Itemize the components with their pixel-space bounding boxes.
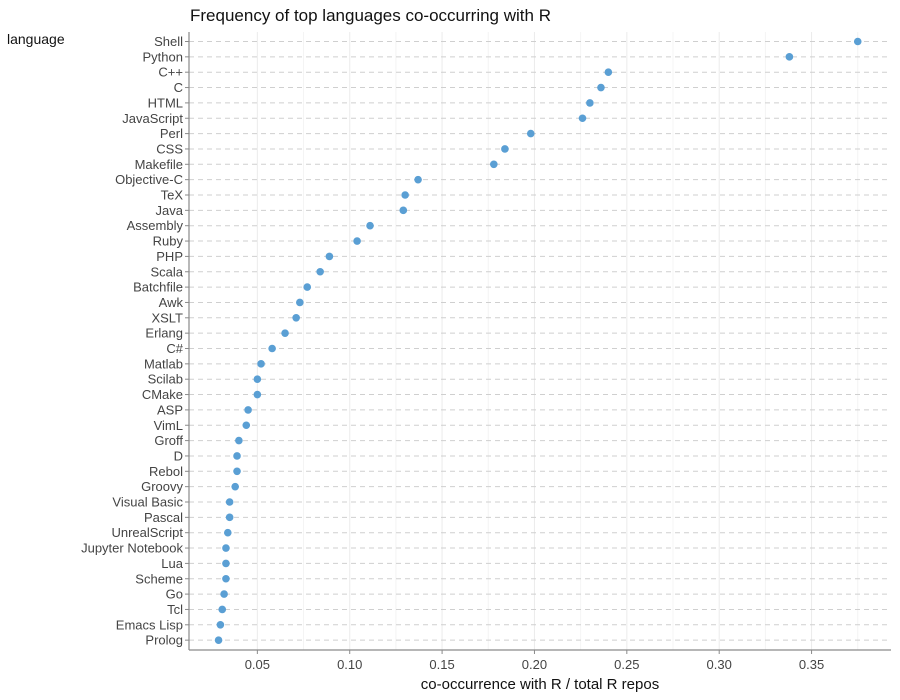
y-tick-label: D xyxy=(174,448,183,463)
data-point xyxy=(296,298,304,307)
y-tick-label: Perl xyxy=(160,126,183,141)
y-tick-label: Shell xyxy=(154,34,183,49)
y-tick-label: UnrealScript xyxy=(111,525,183,540)
x-tick-label: 0.25 xyxy=(614,657,639,672)
data-point xyxy=(853,37,862,46)
y-tick-label: Pascal xyxy=(144,510,183,525)
y-tick-label: Java xyxy=(156,203,184,218)
y-tick-label: Python xyxy=(143,49,183,64)
data-point xyxy=(490,160,498,169)
y-tick-label: Jupyter Notebook xyxy=(81,541,183,556)
y-tick-label: XSLT xyxy=(151,310,183,325)
grid-lines xyxy=(189,32,891,650)
x-tick-label: 0.30 xyxy=(707,657,732,672)
y-tick-label: Groff xyxy=(154,433,183,448)
data-point xyxy=(253,375,262,384)
x-tick-label: 0.20 xyxy=(522,657,547,672)
y-tick-label: Scala xyxy=(150,264,183,279)
data-point xyxy=(578,114,587,123)
data-point xyxy=(233,467,241,476)
x-tick-label: 0.35 xyxy=(799,657,824,672)
data-point xyxy=(353,237,361,245)
data-points xyxy=(214,37,862,644)
data-point xyxy=(399,206,408,215)
y-tick-label: CSS xyxy=(156,141,183,156)
data-point xyxy=(222,544,230,552)
y-tick-label: C xyxy=(174,80,183,95)
x-axis-title: co-occurrence with R / total R repos xyxy=(421,676,659,693)
y-tick-label: Batchfile xyxy=(133,280,183,295)
y-axis-tick-labels: ShellPythonC++CHTMLJavaScriptPerlCSSMake… xyxy=(81,34,184,648)
y-tick-label: Lua xyxy=(161,556,183,571)
data-point xyxy=(235,436,243,445)
data-point xyxy=(223,528,232,537)
y-tick-label: ASP xyxy=(157,402,183,417)
y-axis-title: language xyxy=(7,31,65,47)
data-point xyxy=(244,406,252,414)
data-point xyxy=(268,344,276,353)
x-tick-label: 0.10 xyxy=(337,657,362,672)
y-tick-label: Scilab xyxy=(148,372,183,387)
data-point xyxy=(501,145,509,153)
data-point xyxy=(222,574,230,583)
data-point xyxy=(218,605,227,614)
data-point xyxy=(604,68,613,76)
data-point xyxy=(216,621,225,629)
y-tick-label: Makefile xyxy=(135,157,183,172)
data-point xyxy=(253,390,262,399)
data-point xyxy=(325,252,334,261)
data-point xyxy=(597,83,605,92)
data-point xyxy=(292,314,300,322)
y-tick-label: Rebol xyxy=(149,464,183,479)
data-point xyxy=(414,175,422,184)
y-tick-label: Awk xyxy=(159,295,184,310)
y-tick-label: C++ xyxy=(158,65,183,80)
data-point xyxy=(586,99,594,107)
data-point xyxy=(366,221,374,230)
data-point xyxy=(231,482,239,491)
y-tick-label: TeX xyxy=(161,188,184,203)
data-point xyxy=(214,636,223,644)
y-tick-label: Tcl xyxy=(167,602,183,617)
data-point xyxy=(220,590,228,598)
y-tick-label: C# xyxy=(166,341,183,356)
y-tick-label: Erlang xyxy=(145,326,183,341)
y-tick-label: CMake xyxy=(142,387,183,402)
y-tick-label: HTML xyxy=(148,95,183,110)
y-tick-label: Matlab xyxy=(144,356,183,371)
data-point xyxy=(526,129,535,138)
data-point xyxy=(785,53,794,61)
x-axis-tick-labels: 0.05 0.10 0.15 0.20 0.25 0.30 0.35 xyxy=(245,657,825,672)
y-tick-label: JavaScript xyxy=(122,111,183,126)
chart-title: Frequency of top languages co-occurring … xyxy=(190,6,551,25)
y-tick-label: Objective-C xyxy=(115,172,183,187)
x-tick-label: 0.05 xyxy=(245,657,270,672)
y-tick-label: Scheme xyxy=(135,571,183,586)
y-tick-label: PHP xyxy=(156,249,183,264)
data-point xyxy=(316,267,324,276)
y-tick-label: Assembly xyxy=(127,218,184,233)
data-point xyxy=(222,559,230,568)
axes xyxy=(185,32,891,654)
x-tick-label: 0.15 xyxy=(429,657,454,672)
data-point xyxy=(401,191,409,199)
y-tick-label: Visual Basic xyxy=(112,495,183,510)
data-point xyxy=(281,329,289,337)
y-tick-label: Ruby xyxy=(153,234,184,249)
data-point xyxy=(257,360,265,368)
y-tick-label: Groovy xyxy=(141,479,183,494)
data-point xyxy=(242,421,251,430)
y-tick-label: Go xyxy=(166,587,183,602)
data-point xyxy=(303,283,312,291)
y-tick-label: Prolog xyxy=(145,633,183,648)
data-point xyxy=(225,498,234,506)
y-tick-label: VimL xyxy=(154,418,183,433)
data-point xyxy=(225,513,234,522)
data-point xyxy=(233,452,241,460)
y-tick-label: Emacs Lisp xyxy=(116,617,183,632)
